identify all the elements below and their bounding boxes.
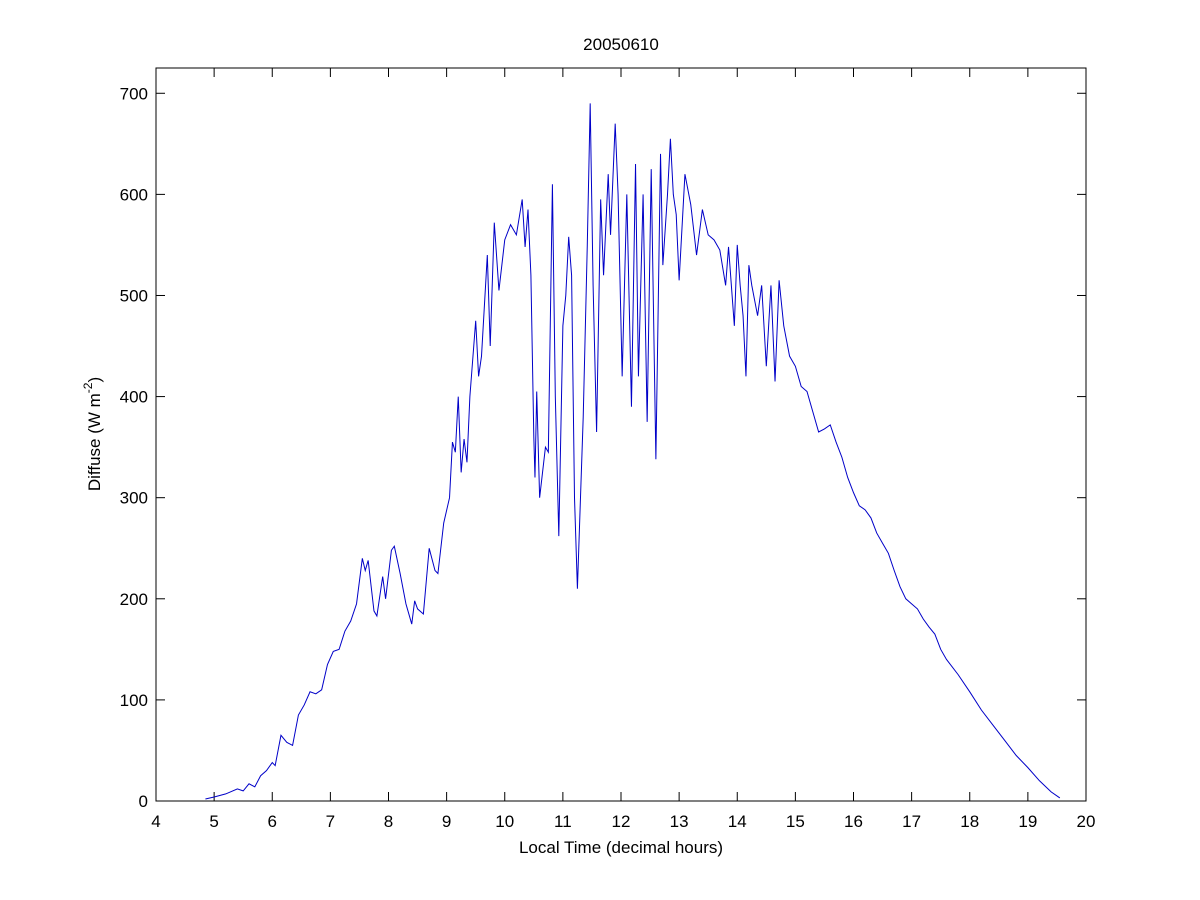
y-tick-label: 300: [120, 489, 148, 508]
x-tick-label: 7: [326, 812, 335, 831]
y-tick-label: 0: [139, 792, 148, 811]
y-tick-label: 700: [120, 84, 148, 103]
y-tick-label: 600: [120, 185, 148, 204]
plot-frame: [155, 67, 1087, 802]
x-tick-label: 13: [670, 812, 689, 831]
x-axis-label: Local Time (decimal hours): [519, 838, 723, 857]
chart-title: 20050610: [583, 35, 659, 54]
y-tick-label: 400: [120, 388, 148, 407]
x-tick-label: 15: [786, 812, 805, 831]
x-tick-label: 14: [728, 812, 747, 831]
x-tick-label: 4: [151, 812, 160, 831]
y-axis-label-text: Diffuse (W m: [85, 393, 104, 491]
x-tick-label: 5: [209, 812, 218, 831]
y-axis-label-superscript: -2: [81, 382, 95, 393]
x-tick-label: 12: [612, 812, 631, 831]
x-tick-label: 9: [442, 812, 451, 831]
y-tick-label: 100: [120, 691, 148, 710]
y-axis-label: Diffuse (W m-2): [81, 377, 104, 491]
x-tick-label: 16: [844, 812, 863, 831]
y-axis-label-suffix: ): [85, 377, 104, 383]
data-line: [205, 103, 1061, 800]
x-tick-label: 18: [960, 812, 979, 831]
x-tick-label: 20: [1077, 812, 1096, 831]
y-tick-label: 200: [120, 590, 148, 609]
x-tick-label: 10: [495, 812, 514, 831]
x-tick-label: 19: [1018, 812, 1037, 831]
x-tick-label: 6: [268, 812, 277, 831]
x-tick-label: 11: [554, 812, 572, 831]
y-tick-label: 500: [120, 286, 148, 305]
x-tick-label: 8: [384, 812, 393, 831]
x-tick-label: 17: [902, 812, 921, 831]
